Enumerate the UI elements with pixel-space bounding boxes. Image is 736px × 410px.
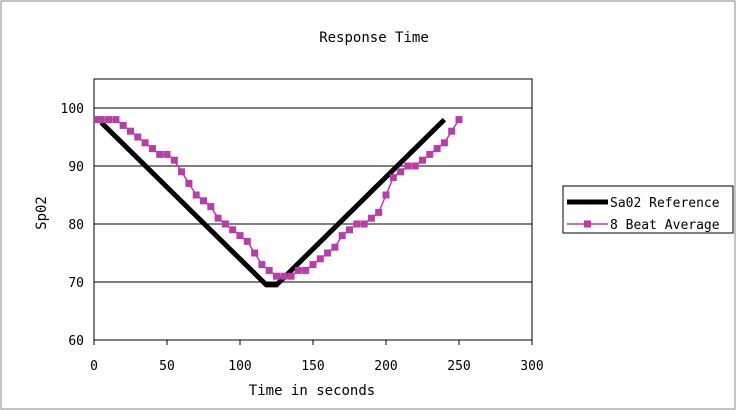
data-point bbox=[455, 116, 463, 124]
data-point bbox=[192, 191, 200, 199]
legend-swatch-marker bbox=[584, 220, 591, 228]
series-line-sao2-reference bbox=[99, 117, 447, 288]
plot-area: 60 70 80 90 100 0 50 100 150 200 250 300 bbox=[61, 78, 544, 374]
y-tick-label: 60 bbox=[68, 334, 84, 349]
legend-label: Sa02 Reference bbox=[610, 196, 720, 211]
x-tick-label: 200 bbox=[374, 359, 397, 374]
y-tick-label: 70 bbox=[68, 276, 84, 291]
legend-box bbox=[562, 185, 734, 234]
data-point bbox=[273, 272, 280, 280]
plot-background bbox=[93, 78, 533, 341]
y-axis-title: Sp02 bbox=[34, 196, 50, 230]
data-point bbox=[134, 133, 142, 141]
data-point bbox=[360, 220, 368, 228]
legend: Sa02 Reference 8 Beat Average bbox=[562, 185, 734, 234]
data-point bbox=[440, 139, 448, 147]
data-point bbox=[397, 168, 405, 176]
data-point bbox=[243, 237, 251, 245]
data-point bbox=[170, 156, 178, 164]
legend-label: 8 Beat Average bbox=[610, 218, 720, 233]
legend-entries: Sa02 Reference 8 Beat Average bbox=[567, 196, 720, 233]
data-point bbox=[433, 145, 441, 153]
data-point bbox=[331, 243, 339, 251]
data-point bbox=[119, 121, 127, 129]
data-point bbox=[112, 116, 120, 124]
data-point bbox=[236, 232, 244, 240]
data-point bbox=[127, 127, 134, 135]
data-point bbox=[258, 261, 266, 269]
x-tick-label: 300 bbox=[520, 359, 543, 374]
data-point bbox=[419, 156, 426, 164]
data-point bbox=[280, 272, 288, 280]
data-point bbox=[346, 226, 353, 234]
x-tick-label: 150 bbox=[301, 359, 324, 374]
data-point bbox=[148, 145, 156, 153]
x-tick-label: 0 bbox=[90, 359, 98, 374]
data-point bbox=[338, 232, 346, 240]
data-point bbox=[141, 139, 149, 147]
data-point bbox=[163, 150, 171, 158]
data-point bbox=[302, 266, 310, 274]
data-point bbox=[309, 261, 317, 269]
data-point bbox=[316, 255, 324, 263]
y-tick-label: 100 bbox=[61, 102, 84, 117]
data-point bbox=[389, 174, 397, 182]
data-point bbox=[448, 127, 456, 135]
data-point bbox=[207, 203, 215, 211]
data-point bbox=[214, 214, 222, 222]
chart-title: Response Time bbox=[319, 30, 429, 46]
data-point bbox=[221, 220, 229, 228]
y-tick-label: 80 bbox=[68, 218, 84, 233]
data-point bbox=[324, 249, 332, 257]
data-point bbox=[411, 162, 419, 170]
x-axis-title: Time in seconds bbox=[249, 383, 375, 399]
data-point bbox=[200, 197, 207, 205]
data-point bbox=[404, 162, 412, 170]
data-point bbox=[229, 226, 237, 234]
data-point bbox=[353, 220, 361, 228]
data-point bbox=[382, 191, 390, 199]
data-point bbox=[156, 150, 164, 158]
data-point bbox=[375, 208, 383, 216]
data-point bbox=[287, 272, 295, 280]
data-point bbox=[426, 150, 434, 158]
data-point bbox=[367, 214, 375, 222]
x-tick-label: 100 bbox=[228, 359, 251, 374]
x-tick-label: 50 bbox=[159, 359, 175, 374]
data-point bbox=[105, 116, 113, 124]
data-point bbox=[251, 249, 259, 257]
data-point bbox=[185, 179, 193, 187]
data-point bbox=[265, 266, 273, 274]
data-point bbox=[178, 168, 186, 176]
y-tick-label: 90 bbox=[68, 160, 84, 175]
data-point bbox=[294, 266, 302, 274]
x-tick-label: 250 bbox=[447, 359, 470, 374]
data-point bbox=[97, 116, 105, 124]
